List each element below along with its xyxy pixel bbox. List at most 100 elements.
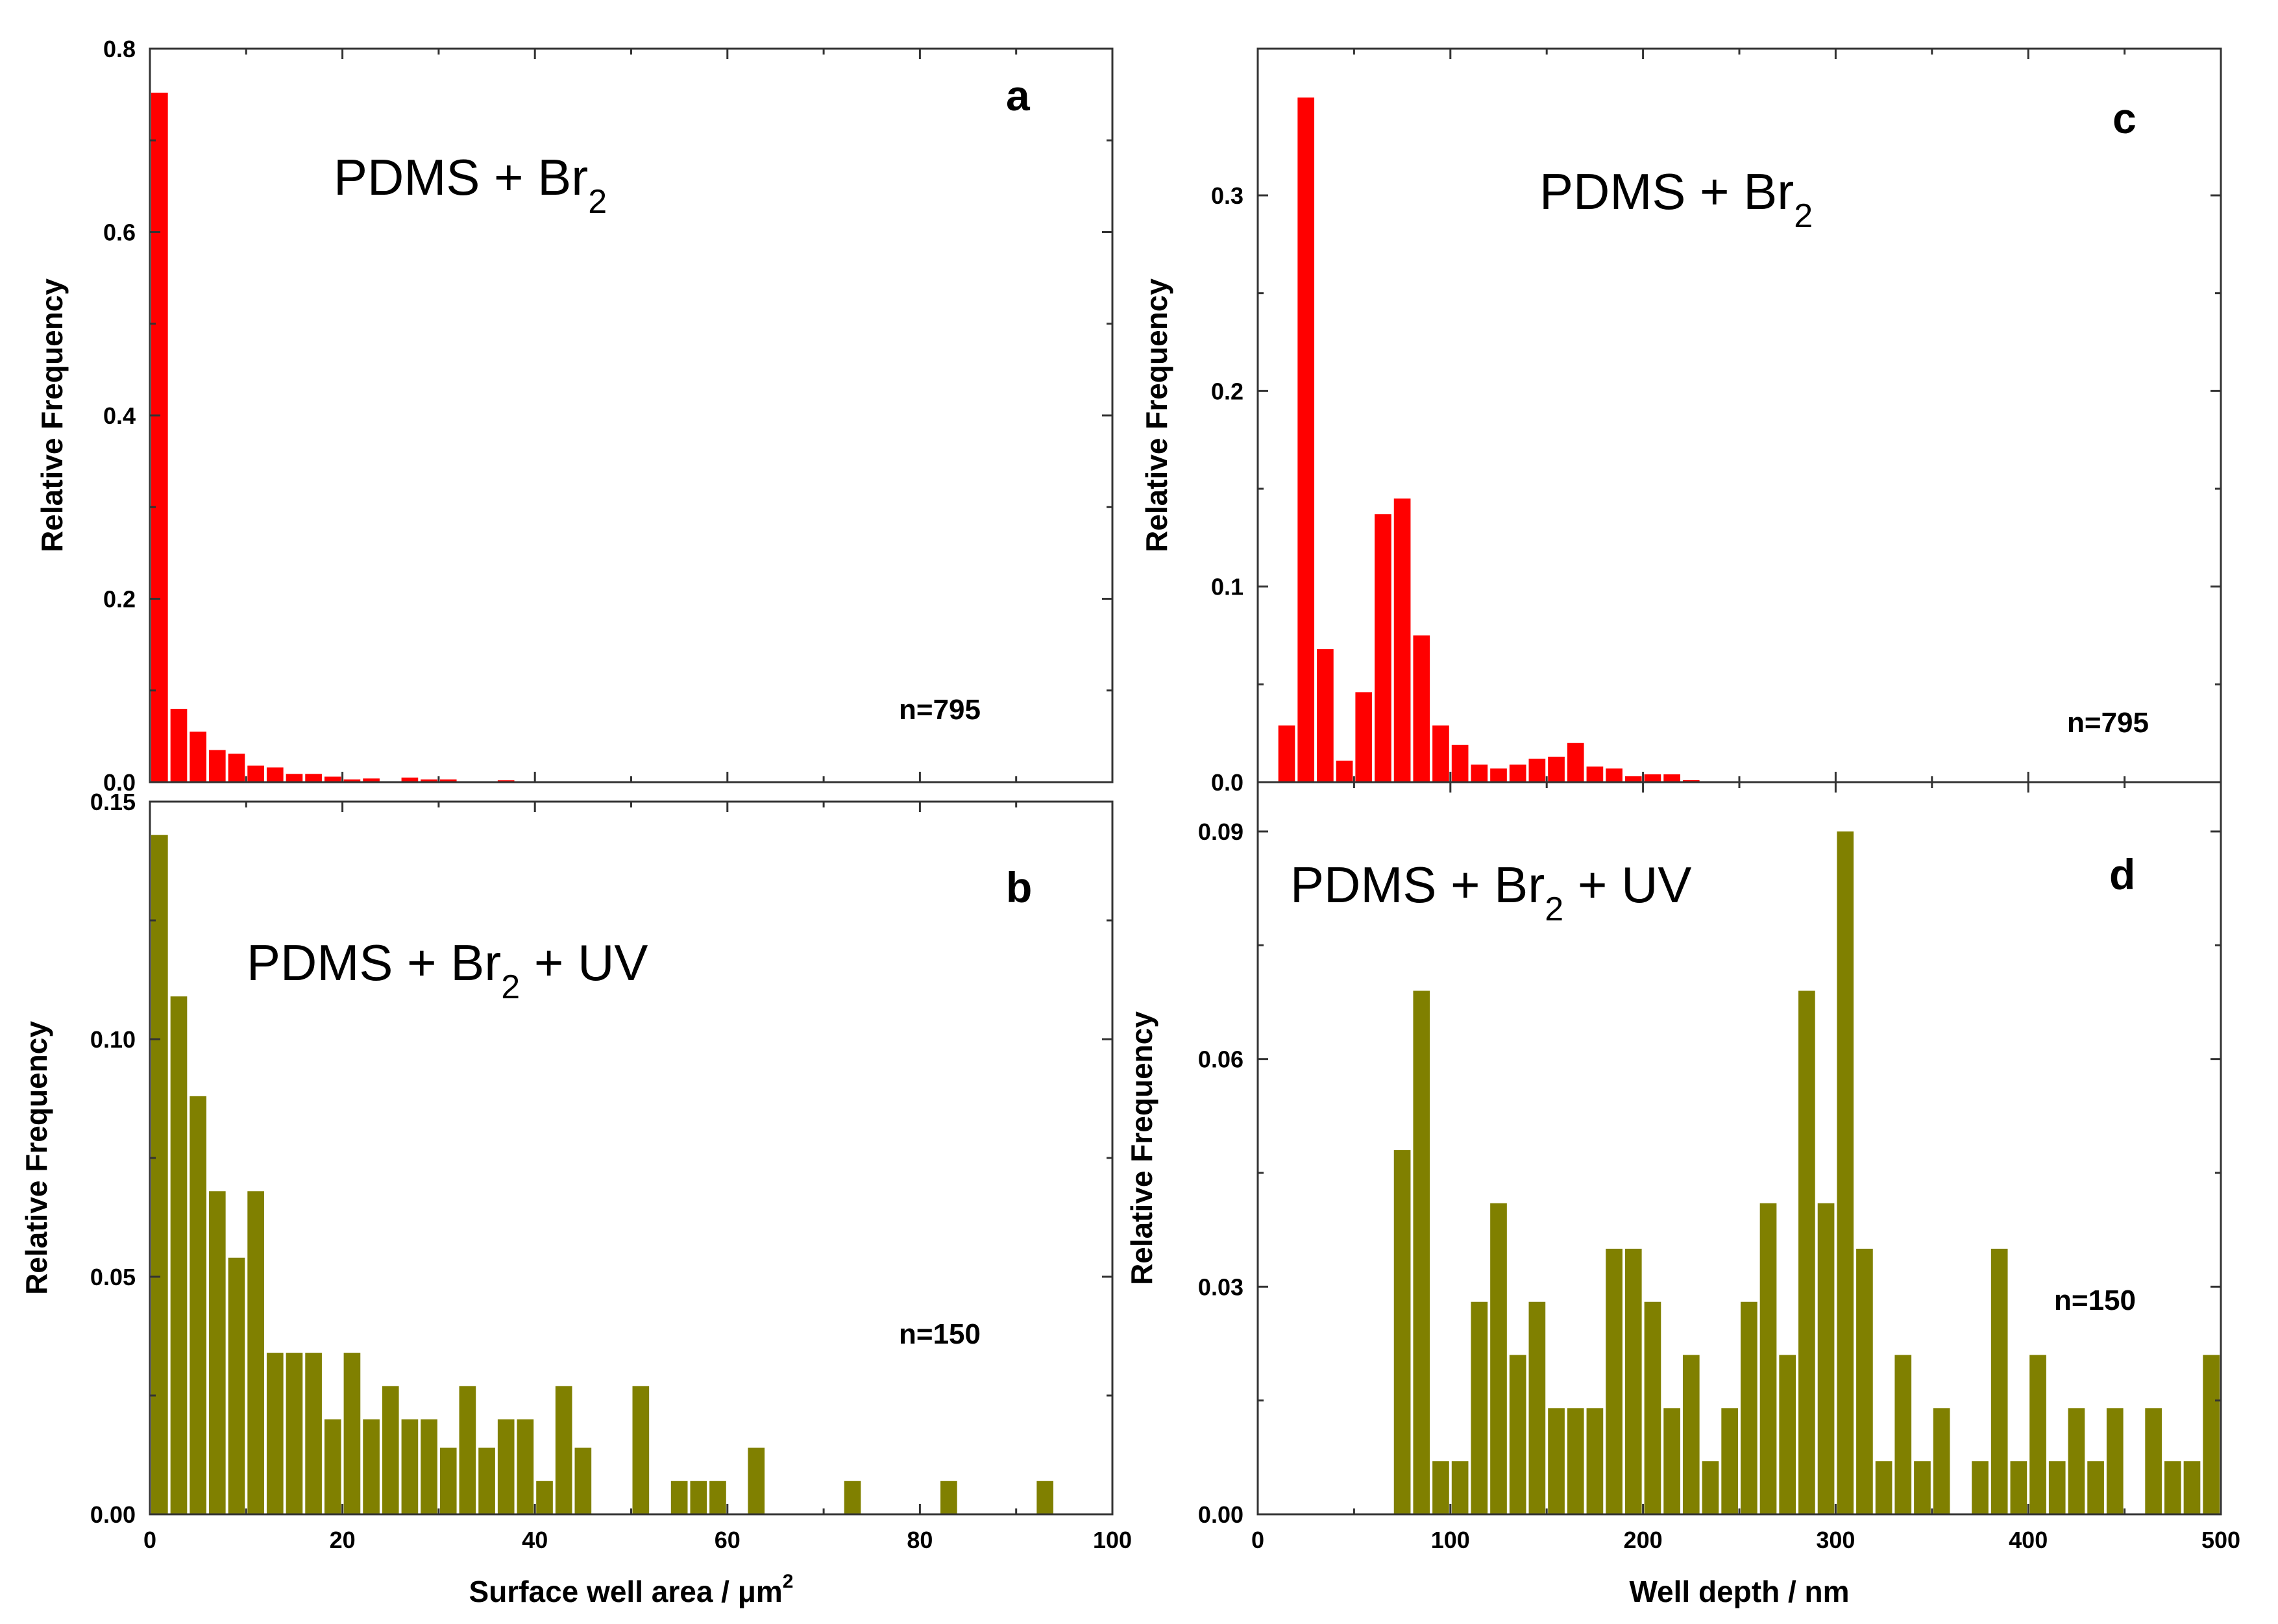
y-axis-label: Relative Frequency (19, 1021, 53, 1295)
bar (1490, 1203, 1507, 1514)
bar (2203, 1355, 2220, 1514)
bar (709, 1481, 726, 1514)
bar (497, 1419, 515, 1514)
bar (1413, 990, 1430, 1514)
bar (1451, 744, 1469, 782)
bar (1759, 1203, 1777, 1514)
bar (2106, 1408, 2124, 1514)
bar (1586, 1408, 1604, 1514)
bar (844, 1481, 861, 1514)
bar (305, 774, 322, 782)
x-axis-label-text: Surface well area / μm (469, 1575, 783, 1608)
bar (1817, 1203, 1835, 1514)
y-tick-label: 0.4 (103, 402, 136, 429)
x-tick-label: 20 (330, 1527, 356, 1553)
y-tick-label: 0.8 (103, 36, 136, 62)
bar (190, 732, 206, 782)
bar (1644, 1301, 1661, 1514)
y-axis-label: Relative Frequency (35, 278, 69, 552)
sample-label-subscript: 2 (501, 968, 520, 1006)
y-tick-label: 0.2 (103, 586, 136, 613)
panel-letter: c (2113, 94, 2137, 142)
bar (1336, 760, 1353, 782)
sample-label-main: PDMS + Br (1539, 163, 1794, 220)
bar (1798, 990, 1815, 1514)
y-tick-label: 0.0 (103, 769, 136, 796)
bar (1509, 764, 1526, 782)
sample-label-main: PDMS + Br (247, 934, 501, 991)
bar (517, 1419, 534, 1514)
bar (1297, 97, 1315, 782)
y-tick-label: 0.0 (1211, 769, 1243, 796)
bar (1894, 1355, 1912, 1514)
y-tick-label: 0.09 (1198, 818, 1243, 845)
bar (286, 774, 303, 782)
bar (459, 1386, 476, 1514)
x-tick-label: 100 (1093, 1527, 1132, 1553)
panel-c: 0.0 0.1 0.2 0.3 Relative Frequency c PDMS + Br… (1140, 47, 2222, 796)
bar (208, 750, 226, 782)
sample-label-main: PDMS + Br (1290, 856, 1545, 913)
bar (1586, 766, 1604, 782)
bar (247, 1191, 264, 1514)
bar (401, 1419, 419, 1514)
bar (1490, 768, 1507, 782)
bar (2087, 1461, 2104, 1514)
bar (478, 1447, 495, 1514)
bar (1606, 1248, 1623, 1514)
bar (1856, 1248, 1873, 1514)
panel-b: 0.00 0.05 0.10 0.15 0 20 40 60 80 100 Relative Fre… (19, 789, 1132, 1608)
sample-label-subscript: 2 (1545, 891, 1563, 928)
x-tick-label: 60 (715, 1527, 741, 1553)
sample-label-subscript: 2 (588, 183, 607, 221)
sample-label-suffix: + UV (1563, 856, 1691, 913)
bar (286, 1353, 303, 1514)
bar (401, 777, 419, 782)
bar (266, 1353, 284, 1514)
panel-letter: b (1006, 863, 1032, 911)
sample-label-subscript: 2 (1794, 197, 1813, 235)
y-tick-label: 0.00 (90, 1501, 136, 1528)
sample-count: n=795 (899, 694, 981, 726)
bar (208, 1191, 226, 1514)
x-tick-label: 0 (143, 1527, 156, 1553)
x-axis-label-superscript: 2 (783, 1571, 794, 1592)
x-tick-label: 500 (2201, 1527, 2240, 1553)
bar (1990, 1248, 2008, 1514)
panel-d: 0.00 0.03 0.06 0.09 0 100 200 300 400 500 Relative… (1125, 781, 2240, 1608)
bar (536, 1481, 553, 1514)
sample-label-main: PDMS + Br (334, 149, 588, 206)
bar (1682, 780, 1700, 782)
bar (670, 1481, 688, 1514)
bar (151, 835, 168, 1514)
bar (1779, 1355, 1796, 1514)
x-tick-label: 300 (1816, 1527, 1855, 1553)
bar (2048, 1461, 2066, 1514)
bar (1471, 764, 1488, 782)
bar (1393, 1150, 1411, 1514)
sample-label: PDMS + Br2 + UV (1290, 856, 1691, 928)
y-tick-label: 0.3 (1211, 182, 1243, 209)
sample-label: PDMS + Br2 (1539, 163, 1813, 235)
x-tick-label: 100 (1431, 1527, 1470, 1553)
y-tick-label: 0.1 (1211, 574, 1243, 600)
x-axis-label: Well depth / nm (1629, 1575, 1849, 1608)
x-tick-label: 40 (522, 1527, 548, 1553)
sample-label: PDMS + Br2 + UV (247, 934, 648, 1006)
bar (421, 1419, 437, 1514)
bar (1624, 1248, 1642, 1514)
bar (2068, 1408, 2085, 1514)
y-tick-label: 0.10 (90, 1026, 136, 1053)
bar (324, 776, 341, 782)
x-tick-label: 400 (2009, 1527, 2048, 1553)
bar (1567, 1408, 1584, 1514)
bars-d (1393, 831, 2220, 1514)
y-tick-label: 0.03 (1198, 1273, 1243, 1300)
y-tick-label: 0.00 (1198, 1501, 1243, 1528)
bar (1567, 743, 1584, 782)
bar (1528, 1301, 1546, 1514)
bar (1278, 725, 1295, 782)
bar (1682, 1355, 1700, 1514)
bar (382, 1386, 399, 1514)
